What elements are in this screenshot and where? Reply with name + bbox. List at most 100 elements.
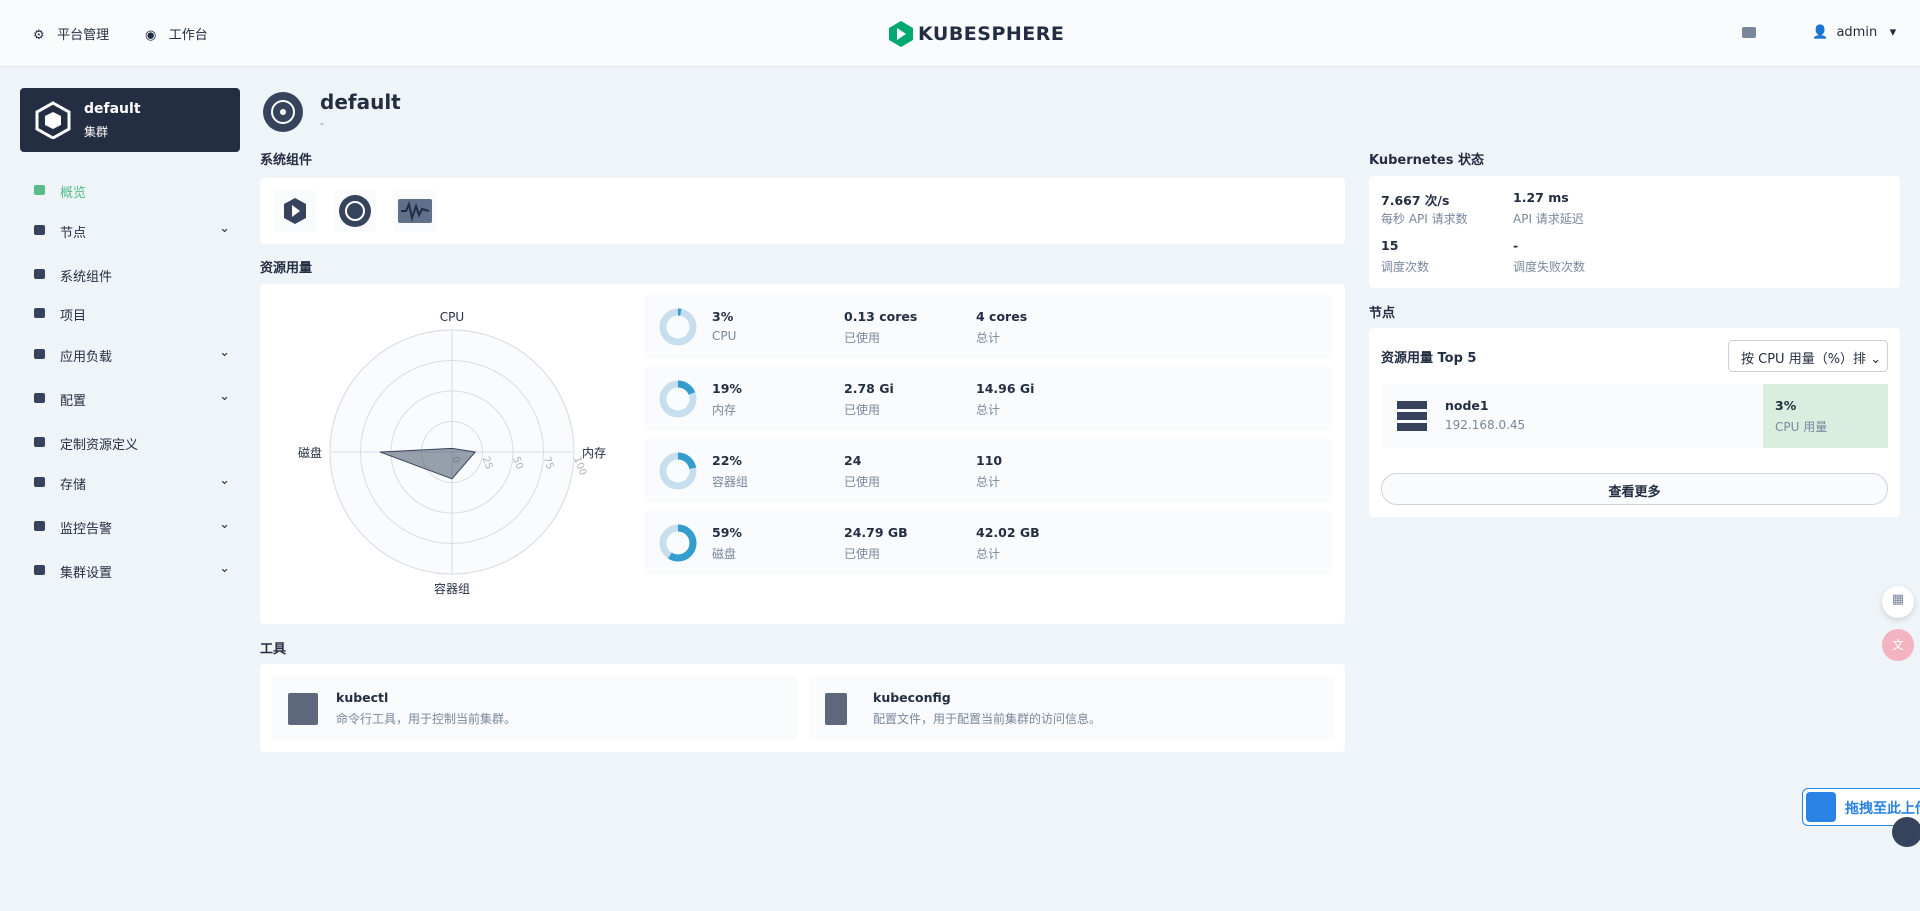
more-text[interactable]: 查看更多 [1608,485,1661,500]
node-usage-cell: 3% CPU 用量 [1763,384,1888,448]
resource-label: 内存 [712,403,737,417]
tool-desc: 命令行工具，用于控制当前集群。 [336,712,517,726]
node-row[interactable]: node1 192.168.0.45 3% CPU 用量 [1381,384,1888,448]
upload-button[interactable]: 拖拽至此上传 [1802,788,1920,826]
more-button[interactable]: 查看更多 [1381,473,1888,505]
node-name[interactable]: node1 [1445,398,1489,413]
menu-item[interactable]: 系统组件 [20,263,230,287]
header-title: default [320,90,401,114]
resource-label: 容器组 [712,475,749,489]
tool-name[interactable]: kubectl [336,690,389,705]
resource-value: 42.02 GB [976,525,1040,540]
donut-track [659,308,697,346]
component-icon[interactable] [394,190,436,232]
tool-desc: 配置文件，用于配置当前集群的访问信息。 [873,712,1102,726]
user-menu[interactable]: 👤 admin ▾ [1812,25,1897,40]
nav-workbench[interactable]: ◉ 工作台 [145,28,208,43]
resource-value: 24.79 GB [844,525,908,540]
menu-item[interactable]: 监控告警 ⌄ [20,515,230,539]
node-icon [1397,401,1427,431]
top-title: 资源用量 Top 5 [1381,351,1477,366]
float-tool[interactable]: ▦ [1882,586,1914,618]
menu-label[interactable]: 监控告警 [60,522,113,537]
logo-text: KUBESPHERE [918,23,1065,45]
sort-text[interactable]: 按 CPU 用量（%）排 [1741,352,1867,367]
donut [659,524,697,562]
resource-value: 24 [844,453,862,468]
float-edit[interactable] [1892,817,1920,847]
resource-label: 磁盘 [712,547,737,561]
cluster-card[interactable]: default 集群 [20,88,240,152]
menu-item[interactable]: 集群设置 ⌄ [20,559,230,583]
upload-icon [1806,792,1836,822]
nav-text[interactable]: 工作台 [168,28,208,43]
sort-select[interactable]: 按 CPU 用量（%）排 ⌄ [1728,340,1888,372]
doc-icon[interactable] [1742,27,1756,38]
resource-label: 总计 [976,475,1001,489]
menu-label[interactable]: 集群设置 [60,566,113,581]
resource-label: 总计 [976,331,1001,345]
component-icon[interactable] [274,190,316,232]
tool-item[interactable]: kubectl 命令行工具，用于控制当前集群。 [272,676,797,740]
resource-value: 0.13 cores [844,309,918,324]
menu-label[interactable]: 概览 [60,186,87,201]
cluster-type: 集群 [84,125,109,139]
node-usage: 3% [1775,398,1797,413]
topbar: ⚙ 平台管理 ◉ 工作台 KUBESPHERE 👤 admin ▾ [0,0,1920,67]
tool-icon [288,693,318,725]
menu-item[interactable]: 概览 [20,179,230,203]
menu-label[interactable]: 系统组件 [60,270,113,285]
menu-item[interactable]: 配置 ⌄ [20,387,230,411]
tick-label: 75 [541,455,556,471]
resource-value: 22% [712,453,742,468]
metric-value: 7.667 次/s [1381,193,1450,208]
float-translate[interactable]: 文 [1882,629,1914,661]
metric-value: 1.27 ms [1513,190,1569,205]
chevron: ⌄ [219,561,230,576]
menu-icon [34,225,45,235]
resource-value: 59% [712,525,742,540]
menu-label[interactable]: 配置 [60,394,87,409]
upload-text[interactable]: 拖拽至此上传 [1845,801,1920,817]
menu-icon [34,269,45,279]
resource-value: 2.78 Gi [844,381,894,396]
radar-axis-label: 内存 [582,446,606,460]
menu-label[interactable]: 应用负载 [60,350,113,365]
component-icon[interactable] [334,190,376,232]
menu-item[interactable]: 应用负载 ⌄ [20,343,230,367]
section-title: Kubernetes 状态 [1369,153,1485,168]
resource-row: 19% 内存 2.78 Gi 已使用 14.96 Gi 总计 [644,367,1332,431]
resource-row: 59% 磁盘 24.79 GB 已使用 42.02 GB 总计 [644,511,1332,575]
header-icon [263,92,303,132]
nav-text[interactable]: 平台管理 [57,28,110,43]
menu-item[interactable]: 存储 ⌄ [20,471,230,495]
menu-label[interactable]: 定制资源定义 [60,438,139,453]
logo[interactable]: KUBESPHERE [888,20,1064,48]
nav-platform[interactable]: ⚙ 平台管理 [33,28,110,43]
tool-icon [825,693,847,725]
donut-arc [659,308,697,346]
menu-item[interactable]: 定制资源定义 [20,431,230,455]
resource-label: 总计 [976,547,1001,561]
menu-item[interactable]: 项目 [20,302,230,326]
resource-value: 110 [976,453,1003,468]
donut [659,308,697,346]
donut-arc [659,524,697,562]
menu-item[interactable]: 节点 ⌄ [20,219,230,243]
node-ip: 192.168.0.45 [1445,418,1526,432]
user-name[interactable]: admin [1836,25,1878,40]
node-metric: CPU 用量 [1775,420,1828,434]
menu-icon [34,308,45,318]
header-subtitle: - [320,117,324,130]
chevron: ⌄ [219,345,230,360]
menu-label[interactable]: 项目 [60,309,87,324]
tool-item[interactable]: kubeconfig 配置文件，用于配置当前集群的访问信息。 [809,676,1334,740]
metric-label: API 请求延迟 [1513,212,1584,226]
tool-name[interactable]: kubeconfig [873,690,951,705]
menu-icon [34,477,45,487]
menu-label[interactable]: 存储 [60,478,87,493]
resource-value: 14.96 Gi [976,381,1035,396]
menu-label[interactable]: 节点 [60,226,87,241]
